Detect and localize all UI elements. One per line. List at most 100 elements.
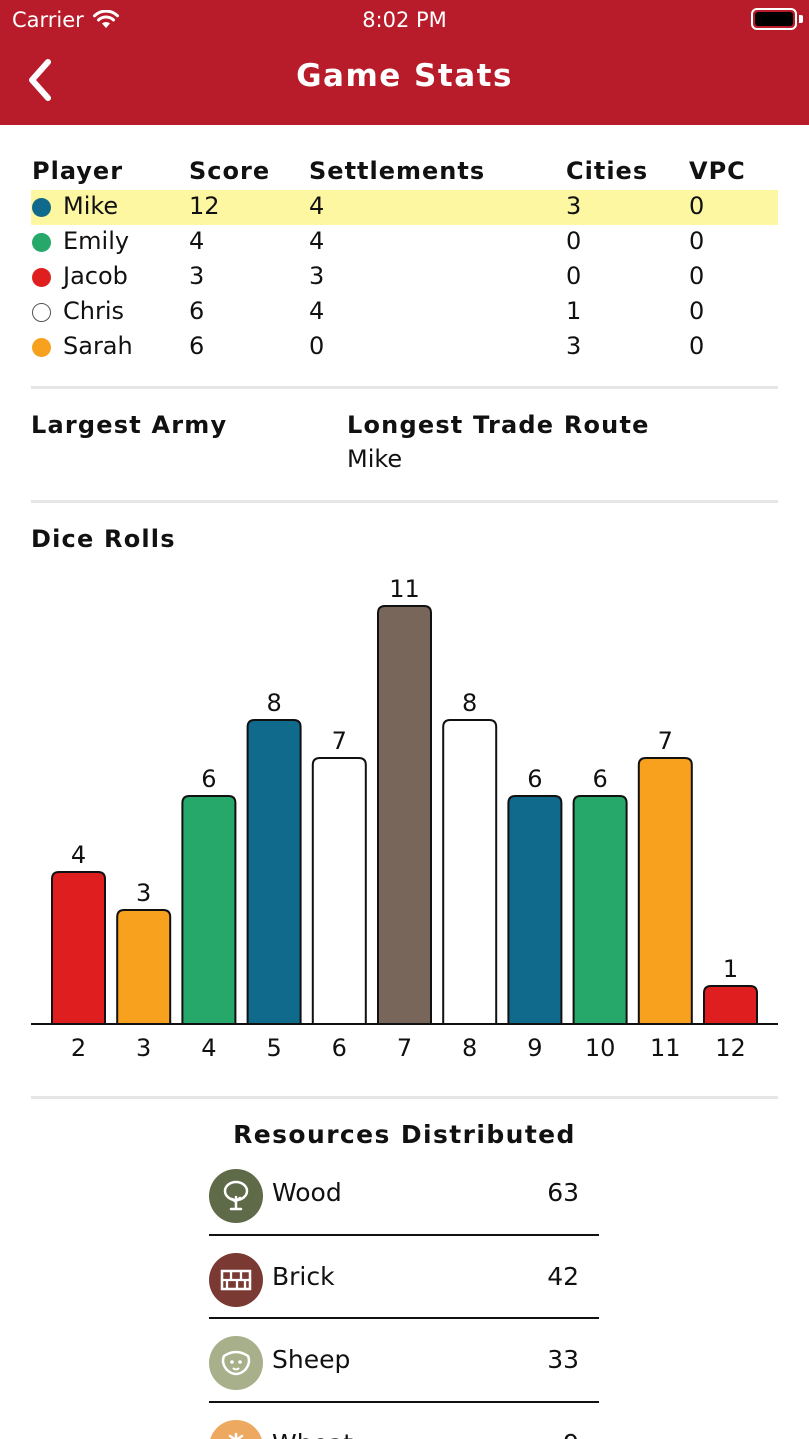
nav-header: Carrier 8:02 PM Game Stats <box>0 0 809 125</box>
player-name: Chris <box>63 297 125 325</box>
player-cities: 3 <box>566 332 582 360</box>
player-name: Sarah <box>63 332 133 360</box>
player-color-dot <box>32 338 51 357</box>
dice-bar-6 <box>311 757 367 1024</box>
header-player: Player <box>32 157 124 185</box>
player-settlements: 3 <box>309 262 325 290</box>
battery-tip <box>799 15 803 23</box>
dice-value-label: 3 <box>136 879 151 907</box>
dice-value-label: 8 <box>266 689 281 717</box>
resource-row: Wood 63 <box>209 1152 599 1236</box>
header-score: Score <box>189 157 271 185</box>
player-row: Mike 12 4 3 0 <box>31 190 778 225</box>
dice-value-label: 1 <box>723 955 738 983</box>
status-carrier: Carrier <box>12 8 120 32</box>
player-cities: 3 <box>566 192 582 220</box>
section-divider <box>31 1096 778 1099</box>
dice-value-label: 6 <box>592 765 607 793</box>
dice-tick-label: 7 <box>397 1034 412 1062</box>
dice-value-label: 7 <box>332 727 347 755</box>
player-settlements: 4 <box>309 192 325 220</box>
dice-bar-2 <box>51 871 106 1024</box>
player-color-dot <box>32 233 51 252</box>
player-name: Mike <box>63 192 119 220</box>
resource-row: Brick 42 <box>209 1236 599 1319</box>
resource-row: Wheat 9 <box>209 1403 599 1439</box>
player-color-dot <box>32 303 51 322</box>
player-settlements: 4 <box>309 227 325 255</box>
dice-tick-label: 9 <box>527 1034 542 1062</box>
section-divider <box>31 500 778 503</box>
resource-count: 9 <box>563 1429 579 1439</box>
dice-bar-10 <box>572 795 628 1024</box>
resource-name: Brick <box>272 1261 335 1291</box>
battery-icon <box>751 8 797 30</box>
dice-tick-label: 8 <box>462 1034 477 1062</box>
back-button[interactable] <box>22 56 62 104</box>
player-score: 12 <box>189 192 220 220</box>
resource-name: Wood <box>272 1178 342 1207</box>
player-cities: 1 <box>566 297 582 325</box>
page-title: Game Stats <box>296 58 513 94</box>
resources-title: Resources Distributed <box>233 1120 576 1149</box>
player-row: Sarah 6 0 3 0 <box>31 330 778 365</box>
dice-bar-12 <box>703 985 758 1024</box>
dice-value-label: 7 <box>658 727 673 755</box>
resources-list: Wood 63 Brick 42 Sheep 33 Wheat 9 <box>209 1152 599 1439</box>
player-cities: 0 <box>566 227 582 255</box>
carrier-label: Carrier <box>12 8 84 32</box>
dice-tick-label: 10 <box>585 1034 616 1062</box>
brick-icon <box>209 1252 263 1307</box>
resource-name: Sheep <box>272 1345 351 1374</box>
dice-bar-7 <box>377 605 432 1024</box>
longest-route-award: Longest Trade Route Mike <box>347 411 650 473</box>
dice-bar-11 <box>637 757 693 1024</box>
largest-army-label: Largest Army <box>31 411 228 439</box>
player-cities: 0 <box>566 262 582 290</box>
dice-bar-3 <box>116 909 172 1024</box>
dice-tick-label: 6 <box>332 1034 347 1062</box>
longest-route-value: Mike <box>347 445 403 473</box>
player-row: Chris 6 4 1 0 <box>31 295 778 330</box>
player-vpc: 0 <box>689 262 705 290</box>
player-vpc: 0 <box>689 192 705 220</box>
dice-value-label: 6 <box>527 765 542 793</box>
player-vpc: 0 <box>689 227 705 255</box>
player-color-dot <box>32 198 51 217</box>
largest-army-award: Largest Army <box>31 411 227 445</box>
player-settlements: 4 <box>309 297 325 325</box>
longest-route-label: Longest Trade Route <box>347 411 650 439</box>
dice-value-label: 4 <box>71 841 86 869</box>
players-table: Player Score Settlements Cities VPC Mike… <box>31 155 778 365</box>
dice-bar-4 <box>181 795 237 1024</box>
player-vpc: 0 <box>689 297 705 325</box>
dice-bar-5 <box>246 719 302 1024</box>
resource-count: 63 <box>547 1178 579 1207</box>
wifi-icon <box>92 10 119 28</box>
tree-icon <box>209 1169 263 1223</box>
player-settlements: 0 <box>309 332 325 360</box>
resource-name: Wheat <box>272 1429 353 1439</box>
dice-value-label: 8 <box>462 689 477 717</box>
dice-bar-8 <box>442 719 498 1024</box>
dice-tick-label: 3 <box>136 1034 151 1062</box>
header-cities: Cities <box>566 157 649 185</box>
dice-value-label: 6 <box>201 765 216 793</box>
player-name: Jacob <box>63 262 128 290</box>
dice-bar-9 <box>507 795 563 1024</box>
resource-row: Sheep 33 <box>209 1319 599 1403</box>
resource-count: 42 <box>547 1261 579 1291</box>
dice-value-label: 11 <box>389 575 420 603</box>
player-score: 4 <box>189 227 205 255</box>
player-row: Emily 4 4 0 0 <box>31 225 778 260</box>
resource-count: 33 <box>547 1345 579 1374</box>
player-score: 6 <box>189 332 205 360</box>
player-color-dot <box>32 268 51 287</box>
chevron-left-icon <box>29 59 51 101</box>
player-name: Emily <box>63 227 130 255</box>
header-vpc: VPC <box>689 157 746 185</box>
dice-tick-label: 5 <box>266 1034 281 1062</box>
players-table-header: Player Score Settlements Cities VPC <box>31 155 778 190</box>
dice-tick-label: 4 <box>201 1034 216 1062</box>
